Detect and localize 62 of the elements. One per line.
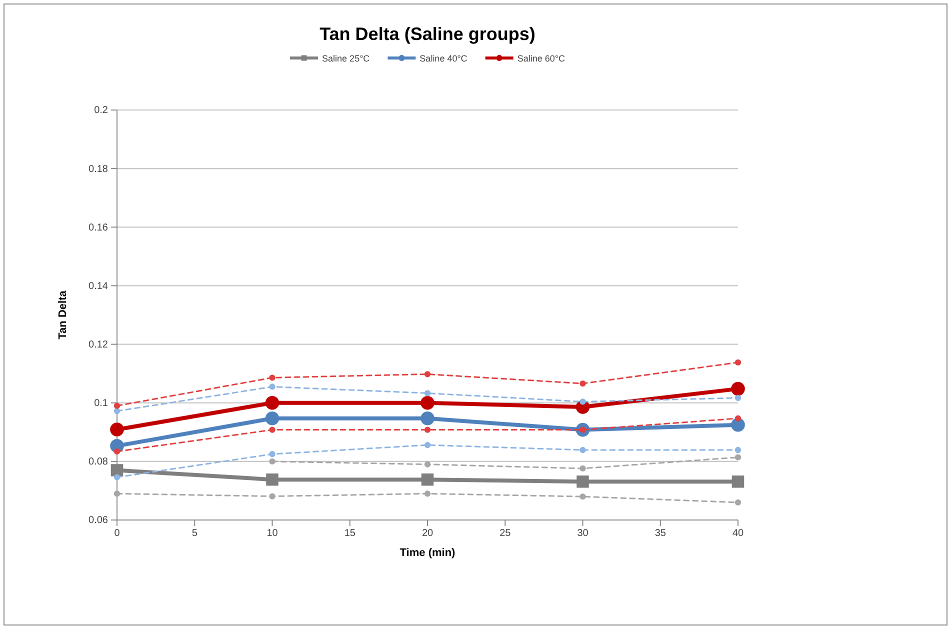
x-tick-label: 10 — [266, 528, 278, 540]
point — [576, 476, 589, 488]
y-tick-label: 0.08 — [88, 456, 108, 468]
point — [269, 493, 276, 500]
point — [732, 476, 744, 488]
point — [580, 493, 586, 500]
point — [269, 384, 276, 390]
point — [269, 426, 276, 433]
x-tick-label: 35 — [654, 528, 666, 540]
point — [734, 446, 742, 454]
point — [114, 490, 120, 497]
x-tick-label: 15 — [344, 528, 356, 540]
y-tick-label: 0.12 — [88, 339, 108, 350]
point — [424, 390, 431, 396]
point — [734, 415, 742, 422]
point — [265, 411, 280, 426]
point — [265, 396, 280, 410]
point — [421, 473, 434, 486]
point — [424, 426, 431, 433]
point — [734, 394, 742, 401]
legend-label: Saline 25°C — [322, 54, 370, 64]
point — [269, 374, 276, 381]
y-tick-label: 0.2 — [94, 105, 108, 116]
legend-label: Saline 40°C — [420, 54, 468, 64]
legend-label: Saline 60°C — [517, 54, 566, 64]
point — [269, 458, 276, 465]
point — [580, 398, 586, 405]
point — [114, 448, 120, 455]
chart-title: Tan Delta (Saline groups) — [320, 24, 536, 44]
point — [110, 422, 124, 436]
point — [424, 490, 431, 497]
y-tick-label: 0.18 — [88, 164, 108, 175]
y-tick-label: 0.14 — [88, 280, 108, 292]
x-tick-label: 25 — [500, 528, 512, 540]
x-tick-label: 0 — [114, 528, 120, 540]
point — [734, 454, 742, 460]
point — [114, 474, 120, 480]
y-axis-title: Tan Delta — [57, 290, 69, 340]
point — [580, 446, 586, 454]
x-tick-label: 5 — [192, 528, 198, 540]
point — [734, 499, 742, 506]
point — [420, 411, 434, 426]
point — [110, 464, 124, 476]
point — [114, 408, 120, 414]
point — [731, 382, 745, 396]
point — [734, 359, 742, 366]
x-tick-label: 40 — [732, 528, 744, 540]
point — [424, 371, 431, 378]
x-tick-label: 30 — [577, 528, 589, 540]
y-tick-label: 0.1 — [94, 398, 108, 410]
point — [580, 465, 586, 472]
point — [114, 402, 120, 409]
x-tick-label: 20 — [422, 528, 434, 540]
x-axis-title: Time (min) — [400, 547, 456, 559]
point — [266, 473, 278, 486]
point — [424, 461, 431, 468]
point — [580, 380, 586, 387]
point — [269, 451, 276, 458]
point — [420, 396, 434, 410]
y-tick-label: 0.06 — [88, 515, 108, 526]
point — [424, 442, 431, 448]
y-tick-label: 0.16 — [88, 222, 108, 234]
